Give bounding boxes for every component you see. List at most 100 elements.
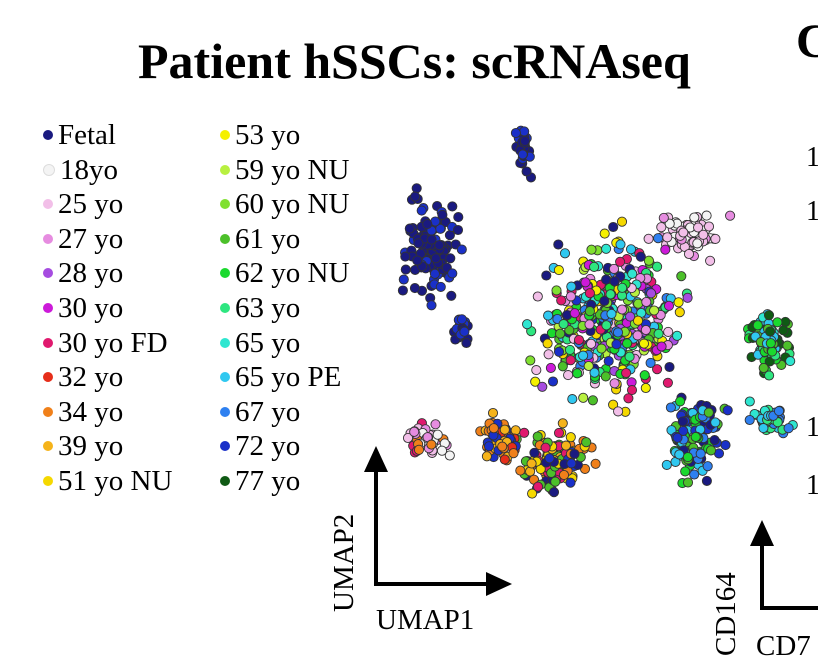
- legend-swatch: [220, 199, 230, 210]
- legend-label: 32 yo: [58, 361, 124, 394]
- scatter-point: [564, 325, 575, 336]
- scatter-point: [436, 445, 448, 456]
- scatter-point: [435, 281, 446, 292]
- umap2-arrow-head: [364, 446, 388, 472]
- legend-swatch: [43, 199, 53, 210]
- scatter-point: [599, 228, 610, 239]
- scatter-point: [547, 376, 559, 387]
- legend-item: 27 yo: [43, 222, 123, 256]
- scatter-point: [517, 149, 528, 160]
- legend-swatch: [43, 233, 53, 244]
- scatter-point: [615, 239, 626, 250]
- scatter-point: [678, 425, 689, 436]
- scatter-point: [530, 376, 541, 387]
- scatter-point: [519, 126, 530, 137]
- scatter-point: [767, 346, 778, 357]
- scatter-point: [400, 264, 411, 275]
- scatter-point: [744, 414, 755, 426]
- scatter-point: [572, 368, 583, 379]
- scatter-point: [701, 475, 712, 486]
- scatter-point: [409, 426, 420, 437]
- legend-label: 77 yo: [235, 465, 301, 497]
- scatter-point: [635, 251, 646, 262]
- scatter-point: [609, 276, 620, 287]
- scatter-point: [720, 440, 731, 451]
- scatter-point: [617, 282, 628, 293]
- scatter-point: [633, 298, 644, 309]
- scatter-point: [525, 355, 536, 366]
- scatter-point: [543, 349, 554, 360]
- scatter-point: [725, 210, 736, 221]
- scatter-point: [584, 319, 595, 330]
- scatter-point: [398, 274, 409, 285]
- scatter-point: [446, 290, 457, 301]
- scatter-point: [429, 268, 440, 279]
- scatter-point: [627, 268, 638, 279]
- scatter-point: [569, 448, 580, 460]
- legend-item: 25 yo: [43, 187, 123, 221]
- legend-item: 28 yo: [43, 256, 123, 290]
- scatter-point: [692, 238, 703, 249]
- scatter-point: [606, 308, 617, 319]
- scatter-point: [553, 346, 565, 357]
- scatter-point: [426, 234, 437, 245]
- scatter-point: [632, 315, 644, 326]
- legend-label: 62 yo NU: [235, 257, 350, 290]
- scatter-point: [445, 253, 456, 264]
- scatter-point: [590, 458, 601, 469]
- legend-label: 53 yo: [235, 119, 301, 151]
- scatter-point: [483, 441, 495, 452]
- scatter-point: [432, 429, 443, 440]
- scatter-point: [641, 296, 652, 308]
- legend-label: 30 yo: [58, 292, 124, 324]
- legend-label: 27 yo: [58, 222, 124, 255]
- scatter-point: [758, 423, 769, 434]
- y-axis-label: UMAP2: [328, 513, 360, 612]
- scatter-point: [510, 127, 521, 139]
- scatter-point: [640, 382, 651, 394]
- scatter-point: [772, 317, 783, 328]
- scatter-point: [437, 209, 448, 220]
- legend-swatch: [43, 337, 53, 348]
- scatter-point: [413, 238, 424, 249]
- legend-swatch: [220, 268, 230, 279]
- scatter-point: [453, 212, 464, 223]
- scatter-point: [550, 476, 561, 487]
- legend-swatch: [220, 233, 230, 244]
- scatter-point: [702, 461, 713, 472]
- scatter-point: [578, 392, 589, 403]
- legend-label: 63 yo: [235, 292, 301, 324]
- scatter-point: [675, 396, 686, 407]
- scatter-point: [567, 394, 578, 405]
- scatter-point: [584, 306, 595, 317]
- legend-label: 18yo: [60, 153, 118, 186]
- legend-label: 65 yo PE: [235, 361, 342, 394]
- scatter-point: [499, 424, 510, 435]
- scatter-point: [638, 338, 650, 349]
- cd164-arrow-head: [750, 520, 774, 546]
- legend-label: Fetal: [58, 119, 116, 151]
- scatter-point: [605, 289, 616, 300]
- legend-swatch: [220, 130, 230, 140]
- scatter-point: [674, 449, 685, 460]
- scatter-point: [569, 308, 580, 319]
- scatter-point: [456, 314, 467, 325]
- scatter-point: [683, 248, 695, 260]
- scatter-point: [584, 288, 595, 299]
- scatter-point: [583, 360, 594, 372]
- scatter-point: [487, 407, 499, 419]
- legend-label: 30 yo FD: [58, 326, 168, 359]
- scatter-point: [664, 361, 675, 373]
- legend-label: 65 yo: [235, 326, 301, 359]
- scatter-point: [783, 423, 794, 434]
- scatter-point: [563, 370, 574, 381]
- scatter-point: [580, 277, 591, 288]
- scatter-point: [645, 357, 656, 368]
- scatter-point: [556, 295, 567, 306]
- scatter-point: [599, 295, 610, 307]
- scatter-point: [682, 477, 694, 488]
- scatter-point: [531, 365, 542, 376]
- scatter-point: [656, 222, 667, 233]
- scatter-point: [625, 244, 637, 255]
